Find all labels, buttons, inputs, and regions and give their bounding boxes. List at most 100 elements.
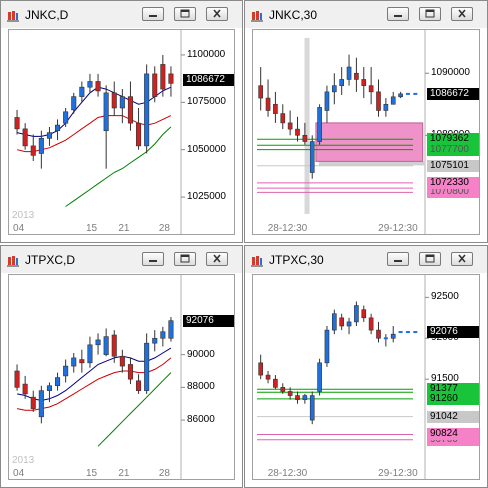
moving-average-line	[65, 126, 172, 207]
chart-plot-area[interactable]: 90000 88000 86000 92076 04 15 21 28 2013	[8, 274, 235, 480]
window-titlebar[interactable]: JNKC,D	[1, 1, 242, 28]
current-price-label: 1079362	[427, 133, 479, 146]
candle	[398, 91, 403, 99]
minimize-button[interactable]	[142, 252, 164, 266]
price-tick-label: 1090000	[431, 67, 470, 79]
time-axis-label: 28-12:30	[267, 468, 308, 479]
candle	[136, 108, 142, 150]
candle	[55, 119, 61, 141]
close-button[interactable]	[451, 252, 473, 266]
chart-plot-area[interactable]: 1100000 1075000 1050000 1025000 1086672 04 15 2…	[8, 29, 235, 235]
overlapped-price-label: 1070800	[427, 186, 479, 199]
candle	[22, 123, 28, 150]
candle	[160, 326, 166, 347]
price-tick-label: 90000	[187, 348, 215, 360]
window-titlebar[interactable]: JTPXC,30	[245, 246, 487, 273]
maximize-button[interactable]	[419, 7, 441, 21]
time-axis-label: 21	[118, 468, 130, 479]
time-axis-label: 04	[13, 223, 25, 234]
window-title: JNKC,30	[269, 8, 318, 22]
candle	[258, 67, 264, 111]
candle	[136, 374, 142, 394]
chart-app-icon	[251, 9, 263, 22]
current-price-label: 92076	[427, 326, 479, 339]
candle	[354, 57, 359, 92]
candle	[273, 375, 278, 389]
price-tick-label: 1075000	[187, 96, 226, 108]
candle	[346, 54, 352, 86]
time-axis-label: 28	[158, 223, 170, 234]
price-chart-svg	[257, 30, 429, 234]
candle	[168, 66, 174, 97]
time-axis-label: 29-12:30	[378, 468, 418, 479]
chart-plot-area[interactable]: 1090000108000010784001077700107150010708…	[252, 29, 480, 235]
candle	[317, 104, 322, 145]
maximize-button[interactable]	[419, 252, 441, 266]
minimize-button[interactable]	[142, 7, 164, 21]
candle	[376, 321, 381, 343]
candle	[324, 326, 330, 367]
price-tick-label: 1025000	[187, 191, 226, 203]
current-price-label: 92076	[183, 314, 234, 327]
candle	[38, 130, 44, 169]
candle	[168, 317, 174, 342]
candle	[111, 81, 117, 116]
window-titlebar[interactable]: JNKC,30	[245, 1, 487, 28]
cursor-shadow	[304, 38, 310, 214]
candle	[103, 85, 109, 169]
pink-zone	[315, 122, 424, 162]
candle	[152, 330, 158, 352]
candle	[63, 108, 69, 127]
price-tick-label: 92500	[431, 291, 459, 303]
candle	[331, 73, 337, 105]
current-price-label: 91260	[427, 392, 479, 405]
candle	[309, 391, 315, 425]
price-chart-svg	[14, 30, 185, 234]
candle	[79, 349, 85, 373]
candle	[280, 104, 286, 130]
close-button[interactable]	[451, 7, 473, 21]
candle	[79, 81, 85, 103]
candle	[390, 326, 396, 343]
candle	[383, 98, 389, 117]
minimize-button[interactable]	[387, 252, 409, 266]
chart-window-jtpxc-30[interactable]: JTPXC,3092500920009150090760920769137791…	[244, 245, 488, 488]
candle	[309, 135, 315, 179]
candle	[119, 349, 125, 373]
chart-window-jnkc-d[interactable]: JNKC,D 1100000 1075000 1050000 1025000 108667…	[0, 0, 243, 243]
candle	[127, 81, 133, 131]
candle	[287, 387, 293, 400]
maximize-button[interactable]	[174, 252, 196, 266]
candle	[376, 79, 381, 117]
current-price-label: 1072330	[427, 176, 479, 189]
current-price-label: 90824	[427, 428, 479, 441]
candle	[295, 116, 300, 142]
current-price-label: 91042	[427, 410, 479, 423]
maximize-button[interactable]	[174, 7, 196, 21]
candle	[361, 305, 367, 322]
close-button[interactable]	[206, 252, 228, 266]
current-price-label: 91377	[427, 383, 479, 396]
candle	[273, 91, 278, 123]
candle	[354, 301, 359, 326]
candle	[38, 385, 44, 424]
chart-window-jtpxc-d[interactable]: JTPXC,D 90000 88000 86000 92076 04 15 21 28 2013	[0, 245, 243, 488]
candle	[361, 67, 367, 99]
candle	[302, 122, 308, 145]
chart-plot-area[interactable]: 9250092000915009076092076913779126091042…	[252, 274, 480, 480]
current-price-label: 1075101	[427, 159, 479, 172]
price-tick-label: 91500	[431, 373, 459, 385]
candle	[95, 333, 101, 355]
candle	[390, 91, 396, 105]
candle	[144, 64, 150, 154]
price-tick-label: 88000	[187, 381, 215, 393]
window-title: JNKC,D	[25, 8, 69, 22]
chart-window-jnkc-30[interactable]: JNKC,30 109000010800001078400107770010715…	[244, 0, 488, 243]
candle	[368, 67, 374, 105]
overlapped-price-label: 1077700	[427, 143, 479, 156]
price-tick-label: 1100000	[187, 48, 226, 60]
candle	[87, 336, 93, 368]
minimize-button[interactable]	[387, 7, 409, 21]
close-button[interactable]	[206, 7, 228, 21]
window-titlebar[interactable]: JTPXC,D	[1, 246, 242, 273]
